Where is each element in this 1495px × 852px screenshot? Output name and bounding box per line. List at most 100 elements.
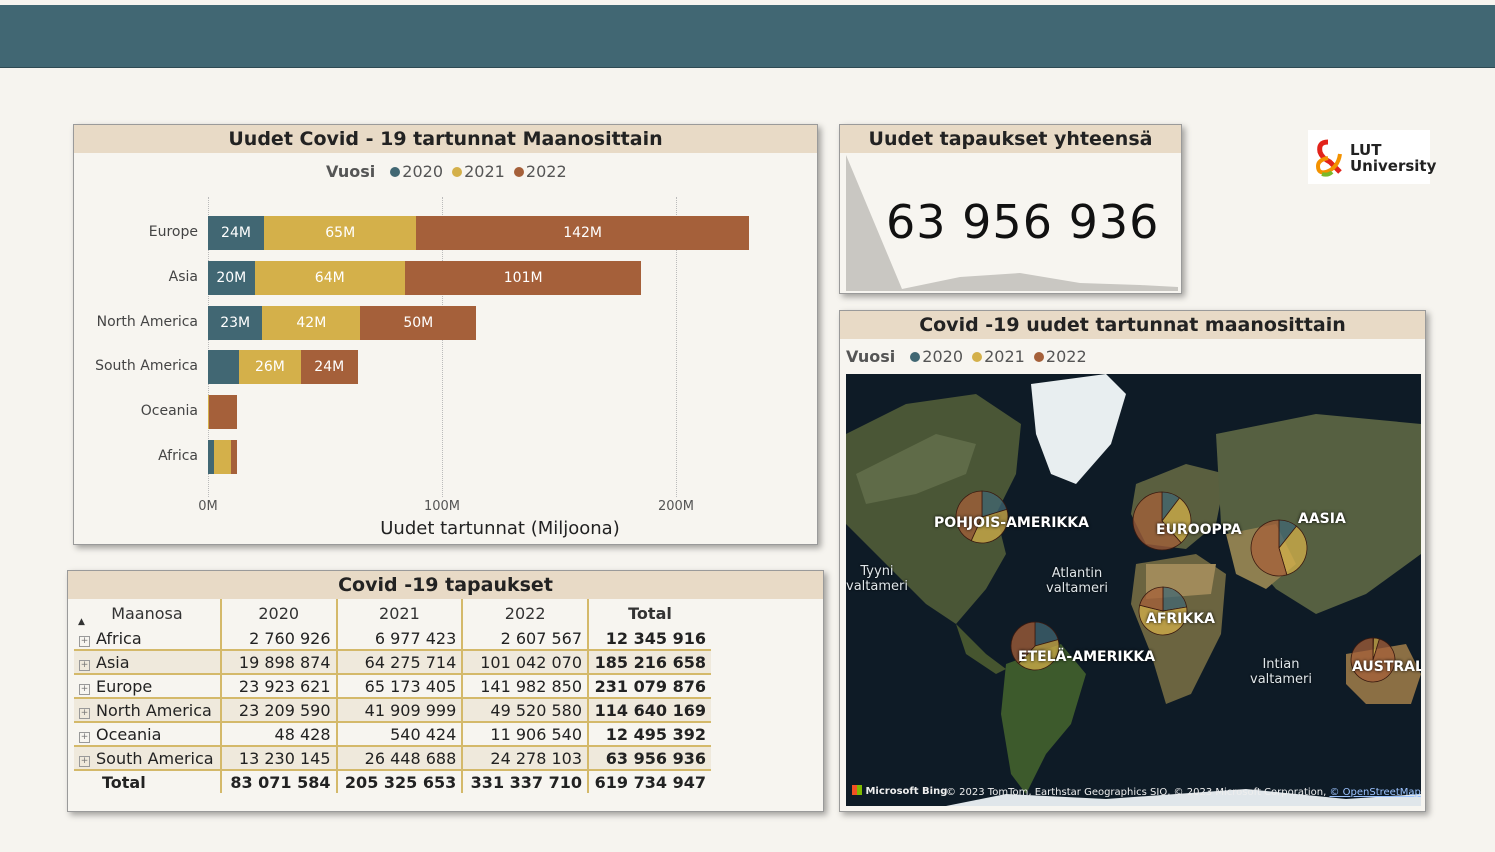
grand-total-cell: 205 325 653: [336, 770, 464, 793]
bar-segment-2022[interactable]: 142M: [416, 216, 749, 250]
map-legend[interactable]: Vuosi 2020 2021 2022: [846, 347, 1087, 366]
ocean-label-indian: Intian valtameri: [1250, 657, 1312, 687]
value-cell: 2 760 926: [220, 627, 338, 650]
column-header-2022[interactable]: 2022: [462, 599, 590, 627]
bar-chart-legend[interactable]: Vuosi 2020 2021 2022: [326, 162, 567, 181]
legend-item-2020[interactable]: 2020: [922, 347, 964, 366]
bar-segment-2020[interactable]: [208, 350, 239, 385]
column-header-label: Maanosa: [111, 603, 183, 623]
category-label: South America: [95, 358, 198, 375]
map-pie-slice-2021[interactable]: [1161, 497, 1192, 544]
sort-ascending-icon[interactable]: ▲: [78, 617, 85, 627]
bar-segment-2021[interactable]: 26M: [238, 350, 301, 385]
column-header-2020[interactable]: 2020: [220, 599, 338, 627]
legend-item-2022[interactable]: 2022: [1045, 347, 1087, 366]
map-panel[interactable]: Covid -19 uudet tartunnat maanosittain V…: [839, 310, 1426, 812]
map-pie-slice-2020[interactable]: [1162, 586, 1188, 612]
bing-logo: Microsoft Bing: [852, 785, 947, 797]
map-pie-slice-2021[interactable]: [970, 508, 1009, 544]
bar-chart-panel[interactable]: Uudet Covid - 19 tartunnat Maanosittain …: [73, 124, 818, 545]
column-header-2021[interactable]: 2021: [336, 599, 464, 627]
map-pie-slice-2021[interactable]: [1138, 604, 1188, 636]
expand-row-icon[interactable]: +: [79, 635, 90, 647]
bar-segment-2022[interactable]: 101M: [404, 260, 642, 295]
cases-table-panel[interactable]: Covid -19 tapaukset Maanosa ▲ 2020 2021 …: [67, 570, 824, 812]
table-row[interactable]: + North America 23 209 590 41 909 999 49 520…: [74, 697, 711, 723]
lut-logo-mark: [1315, 139, 1342, 177]
legend-item-2020[interactable]: 2020: [402, 162, 444, 181]
total-cell: 231 079 876: [594, 676, 706, 696]
world-map[interactable]: POHJOIS-AMERIKKA EUROOPPA AASIA AFRIKKA …: [846, 374, 1421, 806]
value-cell: 13 230 145: [220, 745, 338, 771]
column-header-total[interactable]: Total: [628, 603, 672, 623]
map-pie-markers[interactable]: [846, 374, 1421, 806]
table-row[interactable]: + Europe 23 923 621 65 173 405 141 982 850 23…: [74, 674, 711, 698]
value-cell: 26 448 688: [336, 745, 464, 771]
bar-segment-2020[interactable]: 24M: [208, 216, 264, 250]
map-pie-slice-2022[interactable]: [955, 490, 983, 542]
map-pie-slice-2022[interactable]: [1139, 586, 1164, 612]
map-pie-slice-2022[interactable]: [1250, 519, 1288, 577]
column-header-maanosa[interactable]: Maanosa ▲: [74, 599, 222, 627]
category-label: Oceania: [140, 403, 198, 420]
map-pie-slice-2022[interactable]: [1132, 491, 1182, 551]
bar-plot-area[interactable]: 0M 100M 200M Europe 24M 65M 142M Asia 20M 64M 101M…: [74, 125, 817, 544]
cases-table[interactable]: Maanosa ▲ 2020 2021 2022 Total + Africa 2 …: [74, 599, 711, 793]
value-cell: 19 898 874: [220, 649, 338, 675]
value-cell: 64 275 714: [336, 649, 464, 675]
bar-segment-2020[interactable]: 23M: [208, 305, 263, 340]
region-label-north-america: POHJOIS-AMERIKKA: [934, 515, 1089, 531]
total-cell: 114 640 169: [588, 697, 711, 723]
row-label: Asia: [96, 652, 130, 672]
bar-segment-2021[interactable]: [214, 440, 231, 474]
region-label-africa: AFRIKKA: [1146, 611, 1215, 627]
value-cell: 2 607 567: [462, 627, 590, 650]
row-label: Europe: [96, 676, 153, 696]
row-label: Oceania: [96, 724, 162, 744]
top-header-bar: [0, 5, 1495, 68]
legend-title: Vuosi: [846, 347, 896, 366]
total-cell: 12 495 392: [605, 724, 706, 744]
grand-total-cell: 619 734 947: [594, 772, 706, 792]
bar-segment-2021[interactable]: 65M: [263, 216, 417, 250]
row-label-cell: + Asia: [74, 649, 222, 675]
kpi-card[interactable]: Uudet tapaukset yhteensä 63 956 936: [839, 124, 1182, 294]
bar-segment-2021[interactable]: 42M: [262, 305, 361, 340]
row-label: South America: [96, 748, 214, 768]
bar-chart-x-axis-title: Uudet tartunnat (Miljoona): [380, 518, 620, 539]
value-cell: 24 278 103: [462, 745, 590, 771]
bar-segment-2021[interactable]: [208, 395, 210, 430]
map-pie-slice-2021[interactable]: [1017, 639, 1060, 671]
legend-item-2021[interactable]: 2021: [984, 347, 1025, 366]
expand-row-icon[interactable]: +: [79, 683, 90, 695]
expand-row-icon[interactable]: +: [79, 659, 90, 671]
expand-row-icon[interactable]: +: [79, 731, 90, 743]
row-label: North America: [96, 700, 212, 720]
table-row[interactable]: + Africa 2 760 926 6 977 423 2 607 567 12 345…: [74, 627, 711, 650]
kpi-title: Uudet tapaukset yhteensä: [840, 125, 1181, 153]
expand-row-icon[interactable]: +: [79, 707, 90, 719]
bar-segment-2022[interactable]: 24M: [300, 350, 358, 385]
bar-segment-2020[interactable]: 20M: [208, 260, 255, 295]
row-label-cell: + South America: [74, 745, 222, 771]
bar-segment-2022[interactable]: 50M: [360, 305, 477, 340]
lut-university-logo: LUT University: [1308, 130, 1436, 184]
table-row[interactable]: + Asia 19 898 874 64 275 714 101 042 070 185 …: [74, 649, 711, 675]
map-pie-slice-2021[interactable]: [1278, 525, 1308, 576]
legend-item-2021[interactable]: 2021: [464, 162, 505, 181]
table-row[interactable]: + Oceania 48 428 540 424 11 906 540 12 495 39…: [74, 722, 711, 746]
bar-segment-2022[interactable]: [230, 440, 237, 474]
bing-logo-squares: [852, 785, 862, 795]
openstreetmap-link[interactable]: © OpenStreetMap: [1329, 787, 1421, 798]
value-cell: 6 977 423: [336, 627, 464, 650]
bar-segment-2020[interactable]: [208, 440, 215, 474]
table-row[interactable]: + South America 13 230 145 26 448 688 24 278…: [74, 745, 711, 771]
bar-segment-2021[interactable]: 64M: [254, 260, 405, 295]
total-label: Total: [74, 770, 222, 793]
value-cell: 48 428: [220, 722, 338, 746]
legend-item-2022[interactable]: 2022: [525, 162, 567, 181]
map-pie-slice-2022[interactable]: [1350, 637, 1396, 683]
expand-row-icon[interactable]: +: [79, 755, 90, 767]
map-pie-slice-2022[interactable]: [1010, 621, 1036, 665]
bar-segment-2022[interactable]: [209, 395, 238, 430]
